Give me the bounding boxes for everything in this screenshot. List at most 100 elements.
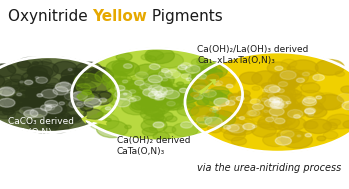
- Circle shape: [328, 119, 341, 126]
- Circle shape: [197, 99, 209, 105]
- Circle shape: [285, 88, 298, 96]
- Circle shape: [161, 96, 182, 108]
- Circle shape: [284, 94, 308, 107]
- Circle shape: [43, 115, 60, 124]
- Circle shape: [132, 96, 141, 101]
- Circle shape: [192, 67, 201, 72]
- Circle shape: [135, 72, 148, 79]
- Circle shape: [105, 118, 111, 121]
- Circle shape: [275, 118, 285, 124]
- Circle shape: [118, 58, 125, 62]
- Circle shape: [275, 136, 291, 145]
- Circle shape: [190, 79, 208, 89]
- Circle shape: [162, 78, 168, 81]
- Circle shape: [279, 108, 294, 116]
- Circle shape: [153, 132, 169, 141]
- Circle shape: [235, 104, 261, 118]
- Circle shape: [158, 96, 181, 109]
- Circle shape: [343, 120, 349, 128]
- Circle shape: [294, 115, 300, 118]
- Circle shape: [239, 95, 251, 102]
- Circle shape: [30, 108, 47, 118]
- Circle shape: [17, 93, 22, 96]
- Circle shape: [43, 92, 67, 105]
- Circle shape: [13, 91, 40, 106]
- Circle shape: [115, 85, 125, 91]
- Circle shape: [269, 96, 293, 109]
- Circle shape: [252, 71, 280, 86]
- Circle shape: [230, 96, 237, 100]
- Circle shape: [69, 100, 84, 108]
- Circle shape: [156, 78, 171, 86]
- Circle shape: [281, 59, 297, 68]
- Text: Ca(OH)₂ derived
CaTa(O,N)₃: Ca(OH)₂ derived CaTa(O,N)₃: [117, 136, 191, 156]
- Circle shape: [140, 84, 152, 90]
- Circle shape: [202, 89, 223, 101]
- Circle shape: [264, 88, 273, 93]
- Circle shape: [267, 62, 290, 74]
- Circle shape: [120, 94, 126, 98]
- Circle shape: [157, 86, 177, 96]
- Circle shape: [143, 75, 153, 80]
- Circle shape: [306, 113, 313, 117]
- Circle shape: [29, 117, 59, 133]
- Circle shape: [304, 97, 316, 103]
- Polygon shape: [0, 57, 119, 132]
- Circle shape: [285, 98, 296, 103]
- Circle shape: [217, 110, 224, 114]
- Circle shape: [59, 91, 68, 96]
- Circle shape: [296, 78, 304, 82]
- Circle shape: [24, 80, 33, 85]
- Circle shape: [121, 99, 151, 115]
- Circle shape: [67, 77, 76, 82]
- Circle shape: [201, 68, 222, 80]
- Circle shape: [40, 105, 52, 111]
- Circle shape: [147, 95, 176, 111]
- Circle shape: [290, 107, 306, 116]
- Circle shape: [116, 53, 132, 61]
- Circle shape: [45, 104, 62, 114]
- Circle shape: [113, 62, 140, 76]
- Circle shape: [84, 109, 103, 119]
- Circle shape: [154, 78, 163, 83]
- Circle shape: [0, 98, 5, 112]
- Circle shape: [248, 110, 260, 116]
- Circle shape: [25, 89, 55, 105]
- Circle shape: [105, 107, 111, 110]
- Circle shape: [315, 60, 344, 75]
- Circle shape: [252, 124, 276, 137]
- Circle shape: [9, 104, 17, 108]
- Circle shape: [142, 80, 172, 96]
- Circle shape: [277, 129, 304, 143]
- Circle shape: [48, 96, 55, 100]
- Circle shape: [76, 62, 102, 76]
- Circle shape: [156, 53, 184, 68]
- Circle shape: [39, 85, 57, 94]
- Circle shape: [177, 104, 199, 116]
- Circle shape: [275, 66, 283, 70]
- Circle shape: [166, 116, 177, 122]
- Circle shape: [153, 92, 163, 98]
- Circle shape: [208, 125, 222, 133]
- Circle shape: [155, 91, 166, 97]
- Circle shape: [270, 101, 284, 109]
- Circle shape: [106, 60, 133, 75]
- Circle shape: [284, 121, 291, 125]
- Circle shape: [303, 121, 318, 129]
- Circle shape: [225, 119, 256, 135]
- Circle shape: [2, 85, 32, 101]
- Circle shape: [172, 89, 199, 103]
- Circle shape: [243, 123, 255, 130]
- Circle shape: [273, 97, 283, 102]
- Circle shape: [158, 70, 172, 78]
- Circle shape: [186, 103, 195, 108]
- Circle shape: [27, 85, 47, 96]
- Circle shape: [101, 107, 114, 114]
- Circle shape: [31, 73, 41, 78]
- Circle shape: [41, 90, 50, 94]
- Circle shape: [47, 111, 70, 123]
- Circle shape: [207, 74, 219, 81]
- Circle shape: [274, 98, 282, 102]
- Circle shape: [252, 86, 260, 90]
- Circle shape: [83, 96, 99, 104]
